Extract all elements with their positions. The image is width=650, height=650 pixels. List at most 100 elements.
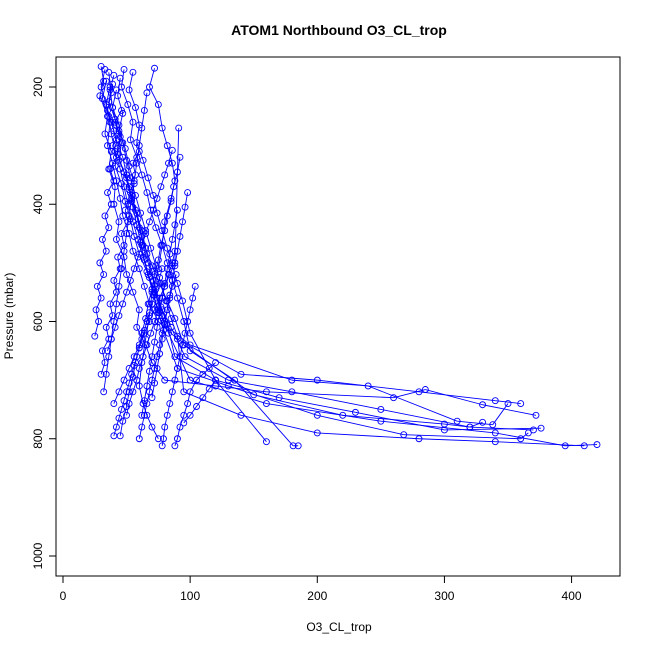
data-point xyxy=(171,221,179,229)
data-point xyxy=(125,183,133,191)
data-point xyxy=(171,315,179,323)
series-line-segment xyxy=(126,382,130,392)
series-line-segment xyxy=(101,350,106,363)
data-point xyxy=(186,411,194,419)
data-point xyxy=(153,323,161,331)
series-line-segment xyxy=(425,389,483,406)
series-line-segment xyxy=(133,344,140,357)
series-line-segment xyxy=(208,362,216,369)
x-tick-label: 400 xyxy=(562,589,582,603)
data-point xyxy=(148,353,156,361)
series-line-segment xyxy=(228,379,292,393)
series-line-segment xyxy=(171,224,176,240)
data-point xyxy=(158,265,166,273)
series-line-segment xyxy=(182,333,186,346)
series-line-segment xyxy=(183,415,191,424)
data-point xyxy=(166,271,174,279)
series-line-segment xyxy=(418,391,496,402)
series-line-segment xyxy=(164,415,168,428)
data-point xyxy=(91,332,99,340)
data-point xyxy=(139,353,147,361)
data-point xyxy=(144,259,152,267)
series-line-segment xyxy=(109,157,117,170)
series-line-segment xyxy=(215,379,267,442)
series-line-segment xyxy=(123,368,130,381)
series-line-segment xyxy=(107,180,115,193)
data-point xyxy=(147,244,155,252)
profile-series xyxy=(104,146,176,355)
series-line-segment xyxy=(149,209,154,222)
data-point xyxy=(189,294,197,302)
series-line-segment xyxy=(154,309,159,322)
data-point xyxy=(105,224,113,232)
data-point xyxy=(110,277,118,284)
data-point xyxy=(118,230,125,238)
data-point xyxy=(112,300,120,308)
series-line-segment xyxy=(154,259,159,275)
data-point xyxy=(289,442,297,450)
data-point xyxy=(93,282,101,290)
series-line-segment xyxy=(317,432,420,440)
series-line-segment xyxy=(187,309,191,322)
x-tick-label: 300 xyxy=(434,589,454,603)
data-point xyxy=(156,309,164,317)
series-line-segment xyxy=(164,324,191,346)
series-line-segment xyxy=(117,256,121,269)
series-line-segment xyxy=(109,168,115,181)
data-point xyxy=(176,353,184,361)
data-point xyxy=(112,136,120,144)
series-line-segment xyxy=(183,321,191,351)
data-point xyxy=(152,224,160,232)
data-point xyxy=(116,432,124,440)
data-point xyxy=(148,300,156,308)
data-point xyxy=(173,279,181,287)
data-point xyxy=(115,218,123,226)
data-point xyxy=(186,388,194,396)
data-point xyxy=(105,353,113,361)
data-point xyxy=(184,318,192,325)
data-point xyxy=(111,118,119,126)
series-line-segment xyxy=(189,333,216,381)
data-point xyxy=(173,206,181,214)
data-point xyxy=(532,411,540,419)
data-point xyxy=(140,329,148,337)
data-point xyxy=(129,68,137,76)
series-line-segment xyxy=(126,403,130,416)
series-line-segment xyxy=(138,333,143,348)
series-line-segment xyxy=(138,426,143,439)
data-point xyxy=(138,124,146,132)
data-point xyxy=(517,435,525,443)
series-line-segment xyxy=(355,411,445,431)
series-line-segment xyxy=(149,356,153,372)
series-line-segment xyxy=(192,286,196,299)
data-point xyxy=(100,388,108,396)
data-point xyxy=(163,142,171,150)
data-point xyxy=(130,353,138,361)
series-line-segment xyxy=(143,403,148,416)
series-line-segment xyxy=(143,385,148,401)
series-line-segment xyxy=(107,192,112,205)
x-tick-label: 0 xyxy=(60,589,67,603)
data-point xyxy=(112,153,120,161)
data-point xyxy=(143,189,151,196)
series-line-segment xyxy=(291,379,369,387)
data-point xyxy=(186,329,194,337)
data-point xyxy=(105,68,113,76)
profile-series xyxy=(138,206,181,419)
data-point xyxy=(151,338,158,346)
series-line-segment xyxy=(156,312,161,328)
series-line-segment xyxy=(208,379,216,390)
data-point xyxy=(161,282,169,290)
series-line-segment xyxy=(112,133,120,146)
data-point xyxy=(157,183,165,191)
data-point xyxy=(151,291,158,299)
series-line-segment xyxy=(151,341,155,357)
y-tick-label: 400 xyxy=(31,194,45,214)
x-tick-label: 200 xyxy=(307,589,327,603)
series-line-segment xyxy=(176,426,181,439)
data-point xyxy=(313,376,321,384)
series-line-segment xyxy=(122,406,128,422)
series-line-segment xyxy=(174,251,178,266)
y-tick-label: 1000 xyxy=(31,542,45,569)
data-point xyxy=(120,397,128,405)
